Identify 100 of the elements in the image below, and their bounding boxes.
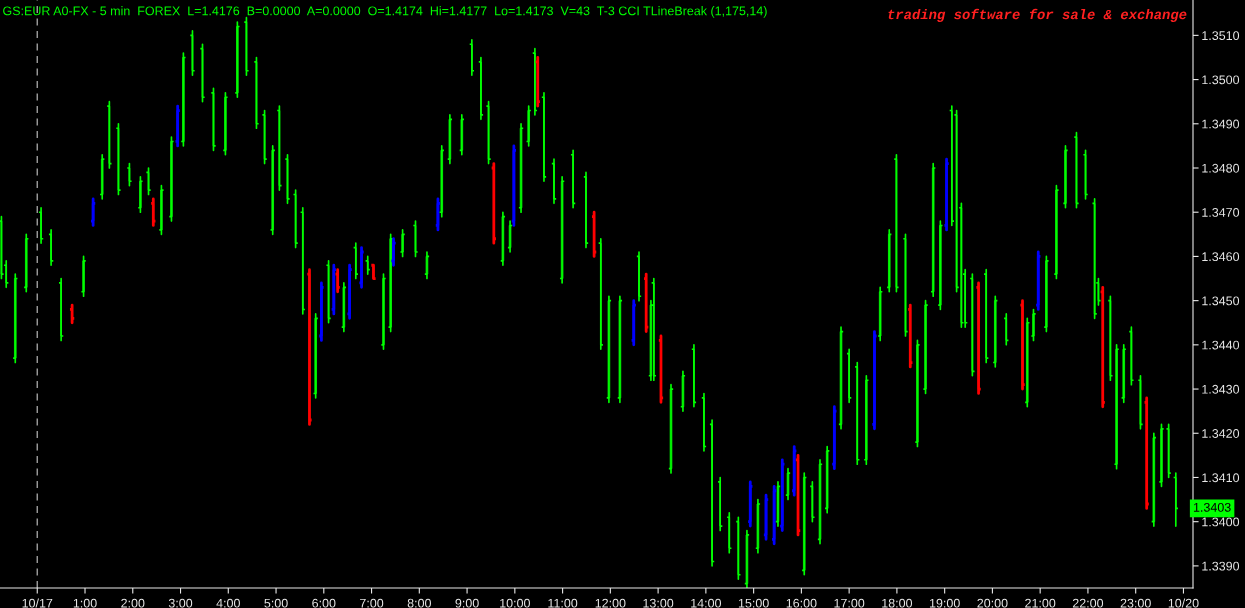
candlestick xyxy=(158,184,165,236)
x-tick-label: 7:00 xyxy=(360,598,384,608)
y-tick-label: 1.3510 xyxy=(1202,31,1240,41)
candlestick xyxy=(930,162,937,298)
candlestick xyxy=(312,313,319,399)
candlestick xyxy=(434,197,442,232)
x-tick-label: 15:00 xyxy=(738,598,769,608)
candlestick xyxy=(1158,423,1165,488)
y-tick-label: 1.3410 xyxy=(1202,473,1240,483)
x-tick-label: 8:00 xyxy=(407,598,431,608)
candlestick xyxy=(12,273,19,364)
candlestick xyxy=(446,114,453,165)
candlestick xyxy=(317,281,325,342)
x-tick-label: 12:00 xyxy=(595,598,626,608)
y-tick-label: 1.3450 xyxy=(1202,296,1240,306)
y-tick-label: 1.3420 xyxy=(1202,429,1240,438)
x-tick-label: 23:00 xyxy=(1120,598,1151,608)
candlestick xyxy=(774,481,781,527)
candlestick xyxy=(1053,184,1060,280)
candlestick xyxy=(762,493,770,541)
x-tick-label: 9:00 xyxy=(455,598,479,608)
y-tick-label: 1.3470 xyxy=(1202,208,1240,217)
candlestick xyxy=(1062,145,1069,209)
candlestick xyxy=(914,339,921,448)
candlestick xyxy=(89,197,97,227)
x-tick-label: 17:00 xyxy=(834,598,865,608)
candlestick xyxy=(754,498,761,554)
candlestick xyxy=(423,251,430,280)
candlestick xyxy=(870,330,878,431)
candlestick xyxy=(234,21,241,99)
x-tick-label: 13:00 xyxy=(643,598,674,608)
text: 1.3403 xyxy=(1193,502,1231,512)
candlestick xyxy=(922,299,929,395)
y-tick-label: 1.3430 xyxy=(1202,384,1240,394)
x-tick-label: 3:00 xyxy=(168,598,193,608)
candlestick xyxy=(886,229,893,293)
y-tick-label: 1.3400 xyxy=(1202,517,1240,527)
y-tick-label: 1.3490 xyxy=(1202,119,1240,129)
candlestick xyxy=(830,405,838,471)
candlestick xyxy=(1150,432,1157,527)
x-tick-label: 20:00 xyxy=(977,598,1008,608)
candlestick xyxy=(1113,344,1120,470)
candlestick xyxy=(222,92,229,156)
candlestick xyxy=(357,246,366,289)
annotation: trading software for sale & exchange xyxy=(888,8,1187,23)
candlestick xyxy=(778,458,786,532)
candlestick xyxy=(605,295,612,404)
candlestick xyxy=(1030,308,1037,342)
candlestick xyxy=(743,529,750,588)
candlestick xyxy=(340,282,347,333)
candlestick xyxy=(389,237,398,267)
candlestick xyxy=(770,484,778,546)
candlestick xyxy=(168,136,175,222)
candlestick xyxy=(559,176,566,284)
candlestick xyxy=(399,229,406,258)
candlestick xyxy=(518,122,525,214)
candlestick xyxy=(525,105,532,147)
candlestick xyxy=(23,233,30,293)
x-tick-label: 10/17 xyxy=(22,598,53,608)
candlestick xyxy=(99,153,106,200)
candlestick xyxy=(1034,250,1042,311)
candlestick xyxy=(174,104,182,148)
chart-title: GS:EUR A0-FX - 5 min FOREX L=1.4176 B=0.0000 A=0.0000 O=1.4174 Hi=1.4177 Lo=1.4173 V=43 T-3 CCI TLineBreak (1,175,14) xyxy=(3,6,767,18)
candlestick xyxy=(346,263,354,320)
candlestick xyxy=(1043,255,1050,333)
candlestick xyxy=(438,145,445,218)
candlestick xyxy=(877,286,884,342)
x-tick-label: 6:00 xyxy=(312,598,336,608)
candlestick xyxy=(801,472,808,576)
x-tick-label: 18:00 xyxy=(882,598,913,608)
candlestick xyxy=(943,157,951,232)
candlestick xyxy=(510,144,518,227)
candlestick xyxy=(679,370,686,412)
candlestick xyxy=(387,233,394,333)
x-tick-label: 10/20 xyxy=(1168,598,1199,608)
candlestick xyxy=(507,220,514,253)
x-tick-label: 22:00 xyxy=(1072,598,1104,608)
candlestick xyxy=(863,374,870,466)
candlestick xyxy=(630,299,638,347)
candlestick xyxy=(790,445,798,497)
x-tick-label: 2:00 xyxy=(121,598,145,608)
candlestick xyxy=(458,114,465,156)
y-tick-label: 1.3460 xyxy=(1202,252,1240,262)
candlestick xyxy=(937,220,944,311)
y-tick-label: 1.3390 xyxy=(1202,561,1240,571)
x-tick-label: 5:00 xyxy=(264,598,288,608)
x-tick-label: 1:00 xyxy=(73,598,97,608)
candlestick xyxy=(785,467,791,501)
candlestick xyxy=(1024,317,1031,408)
y-tick-label: 1.3500 xyxy=(1202,75,1240,85)
x-tick-label: 19:00 xyxy=(929,598,960,608)
candlestick xyxy=(824,445,831,514)
candlestick xyxy=(499,211,506,267)
candlestick xyxy=(180,52,187,147)
candlestick xyxy=(746,480,754,528)
y-tick-label: 1.3440 xyxy=(1202,340,1240,350)
x-tick-label: 4:00 xyxy=(216,598,240,608)
x-tick-label: 10:00 xyxy=(500,598,530,608)
candlestick xyxy=(992,295,999,368)
candlestick xyxy=(380,273,387,351)
